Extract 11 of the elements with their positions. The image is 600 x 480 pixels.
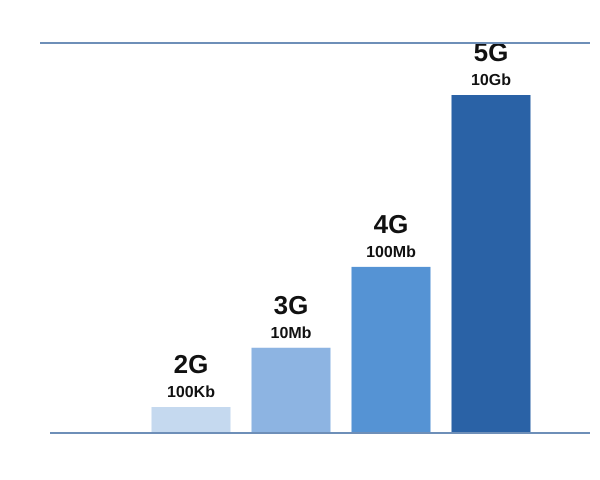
bar xyxy=(352,266,430,432)
x-tick-label: 3G xyxy=(274,290,308,320)
annotation: 100Kb xyxy=(166,384,216,402)
bar xyxy=(252,348,330,432)
annotation: 100Mb xyxy=(366,244,416,261)
bar xyxy=(152,407,230,432)
text: 10Gb xyxy=(470,72,512,89)
annotation: 10Mb xyxy=(270,324,312,342)
bar xyxy=(452,95,530,432)
x-tick-label: 4G xyxy=(374,208,408,239)
x-tick-label: 2G xyxy=(174,349,208,380)
